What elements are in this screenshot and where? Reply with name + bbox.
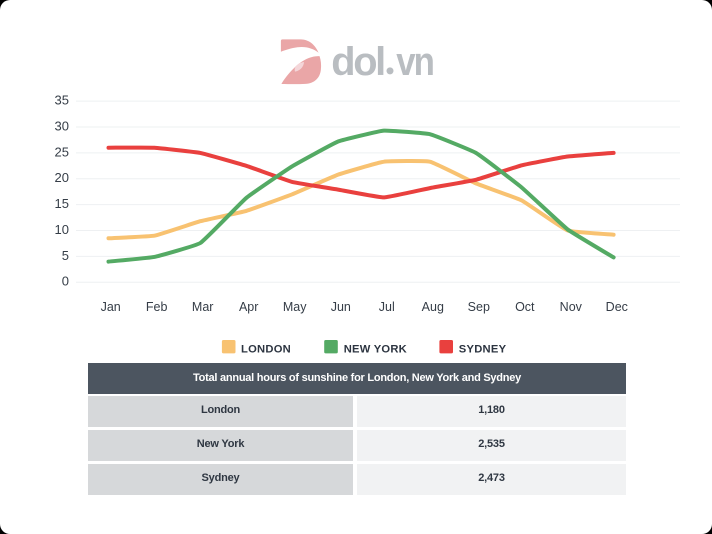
svg-text:Sep: Sep (468, 300, 490, 314)
svg-text:Feb: Feb (146, 300, 168, 314)
svg-text:May: May (283, 300, 307, 314)
svg-text:vn: vn (396, 40, 433, 84)
svg-text:Jun: Jun (331, 300, 351, 314)
svg-text:Apr: Apr (239, 300, 258, 314)
svg-text:Nov: Nov (560, 300, 583, 314)
svg-text:Jan: Jan (101, 300, 121, 314)
svg-text:dol: dol (331, 40, 384, 84)
svg-text:0: 0 (62, 274, 69, 289)
svg-text:NEW YORK: NEW YORK (344, 343, 407, 355)
svg-text:35: 35 (55, 93, 69, 108)
svg-text:20: 20 (55, 170, 69, 185)
svg-text:SYDNEY: SYDNEY (459, 343, 507, 355)
svg-text:Aug: Aug (422, 300, 444, 314)
svg-text:30: 30 (55, 118, 69, 133)
svg-text:25: 25 (55, 144, 69, 159)
svg-text:15: 15 (55, 196, 69, 211)
svg-text:Dec: Dec (606, 300, 628, 314)
svg-text:Oct: Oct (515, 300, 535, 314)
svg-text:Jul: Jul (379, 300, 395, 314)
svg-text:Mar: Mar (192, 300, 214, 314)
svg-text:5: 5 (62, 248, 69, 263)
svg-text:LONDON: LONDON (241, 343, 291, 355)
svg-text:10: 10 (55, 222, 69, 237)
